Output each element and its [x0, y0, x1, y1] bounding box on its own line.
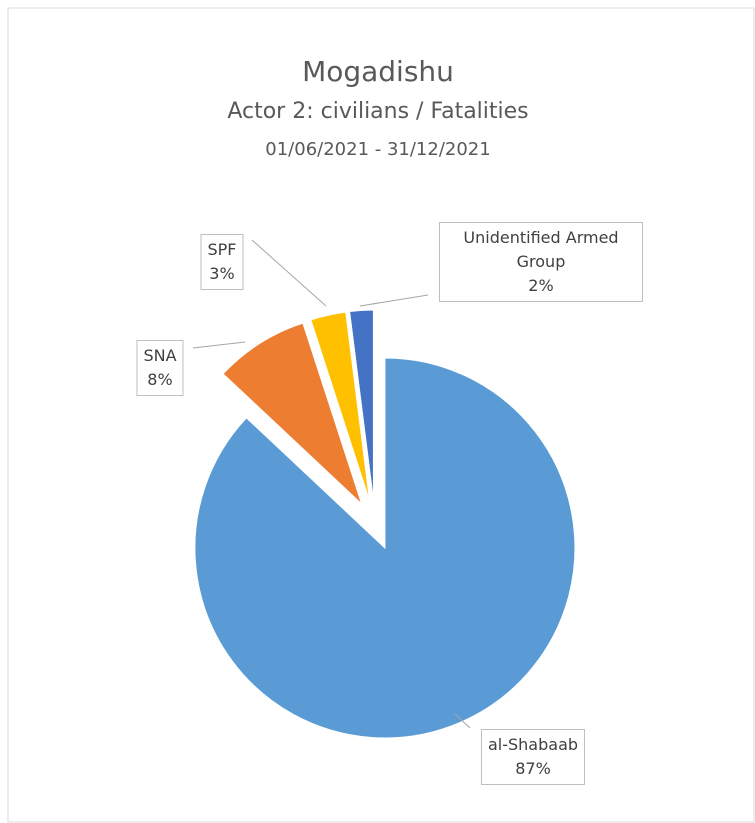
- data-label: Unidentified Armed Group 2%: [439, 222, 643, 302]
- label-category: al-Shabaab: [487, 735, 579, 754]
- label-category: SNA: [143, 346, 177, 365]
- leader-line: [454, 713, 471, 729]
- data-label: al-Shabaab 87%: [480, 729, 586, 785]
- label-value: 3%: [209, 264, 235, 283]
- pie-slice: [194, 357, 576, 739]
- label-category: SPF: [207, 240, 237, 259]
- chart-subtitle: Actor 2: civilians / Fatalities: [227, 99, 528, 124]
- date-range: 01/06/2021 - 31/12/2021: [265, 139, 490, 160]
- leader-line: [251, 239, 327, 307]
- label-category: Unidentified Armed Group: [463, 228, 619, 271]
- leader-line: [359, 294, 429, 307]
- pie-slice: [222, 322, 363, 505]
- label-value: 2%: [528, 276, 554, 295]
- label-value: 8%: [147, 370, 173, 389]
- pie-slice: [349, 309, 374, 501]
- data-label: SPF 3%: [200, 234, 244, 290]
- label-value: 87%: [515, 759, 551, 778]
- leader-line: [192, 341, 246, 349]
- data-label: SNA 8%: [136, 340, 184, 396]
- chart-title: Mogadishu: [302, 55, 454, 88]
- pie-slice: [310, 311, 371, 501]
